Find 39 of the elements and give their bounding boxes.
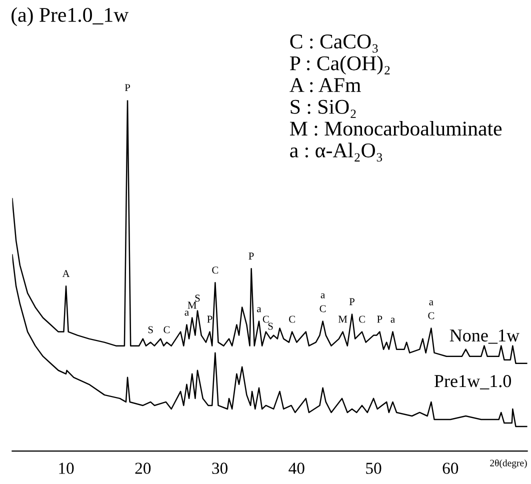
annotation: C (212, 266, 218, 274)
annotation: S (268, 322, 273, 330)
annotation: S : SiO₂ (290, 100, 356, 118)
annotation: C (262, 316, 269, 323)
x-tick-label: 50 (366, 462, 382, 474)
annotation: a (184, 310, 189, 316)
x-tick-label: 10 (59, 462, 74, 474)
annotation: a (390, 318, 395, 323)
annotation: a (320, 293, 325, 298)
annotation: P (248, 252, 254, 260)
annotation: P (124, 84, 130, 92)
x-tick-label: 40 (288, 462, 304, 474)
annotation: P (349, 298, 354, 306)
annotation: A (62, 270, 70, 277)
x-tick-label: 30 (212, 462, 228, 474)
series-label: None_1w (450, 329, 520, 344)
text: A : AFm (290, 78, 361, 92)
annotation: M : Monocarboaluminate (290, 121, 502, 136)
annotation: C (320, 305, 326, 312)
annotation: a (257, 307, 262, 312)
annotation: C (358, 316, 365, 323)
annotation: P (207, 316, 212, 323)
series-label: Pre1w_1.0 (434, 375, 512, 390)
annotation: M (188, 302, 196, 309)
x-tick-label: 60 (442, 462, 458, 474)
annotation: C (288, 316, 295, 323)
annotation: S (148, 326, 153, 334)
chart-title: (a) Pre1.0_1w (12, 7, 129, 26)
annotation: C (164, 326, 170, 334)
annotation: C (428, 312, 434, 320)
text: C : CaCO₃ (290, 34, 378, 53)
x-axis-title: 2θ(degre) (490, 459, 527, 468)
annotation: P (377, 316, 382, 323)
annotation: M (338, 316, 348, 323)
annotation: a : α-Al₂O₃ (290, 142, 382, 162)
text: P : Ca(OH)₂ (290, 56, 390, 75)
x-tick-label: 20 (135, 462, 151, 474)
annotation: S (195, 294, 200, 302)
annotation: a (429, 300, 434, 306)
